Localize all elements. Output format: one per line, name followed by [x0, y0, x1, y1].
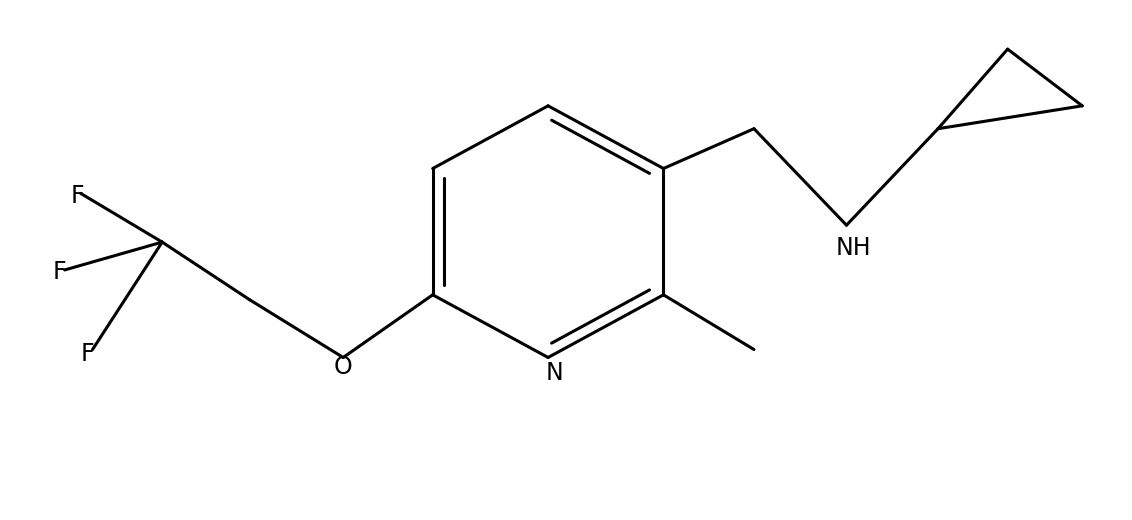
- Text: O: O: [334, 356, 352, 380]
- Text: F: F: [70, 185, 84, 209]
- Text: F: F: [53, 260, 67, 284]
- Text: F: F: [80, 343, 94, 367]
- Text: NH: NH: [835, 236, 872, 260]
- Text: N: N: [546, 361, 563, 385]
